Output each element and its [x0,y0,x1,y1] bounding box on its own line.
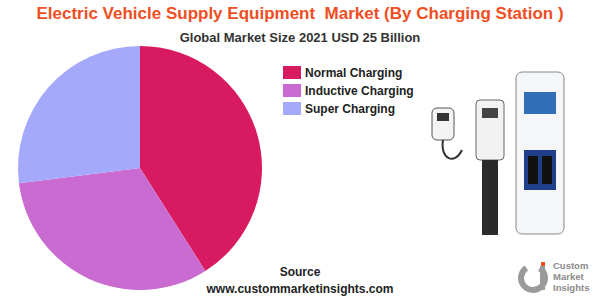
charger [516,72,564,234]
legend-swatch [283,102,301,115]
source-url: www.custommarketinsights.com [206,282,394,296]
legend-label: Normal Charging [305,66,402,80]
legend-item: Super Charging [283,102,395,116]
slice [18,46,140,183]
charger [432,108,454,140]
legend-item: Normal Charging [283,66,402,80]
charger [482,108,498,118]
chart: Electric Vehicle Supply Equipment Market… [0,0,600,300]
charger [524,92,556,114]
source-label: Source [280,265,321,279]
slice [19,168,205,290]
legend-item: Inductive Charging [283,84,414,98]
logo-text: Custom [553,260,588,271]
charger [524,150,556,190]
cable [443,140,462,159]
logo-mark [518,265,548,293]
logo-mark [540,266,545,290]
charger [437,113,449,121]
charger [482,160,498,235]
logo: CustomMarketInsights [518,260,589,293]
legend-swatch [283,66,301,79]
charger-illustration [432,72,564,235]
charger [542,156,552,184]
subtitle: Global Market Size 2021 USD 25 Billion [180,30,421,45]
legend-label: Super Charging [305,102,395,116]
legend-swatch [283,84,301,97]
title: Electric Vehicle Supply Equipment Market… [36,4,563,23]
logo-text: Insights [553,282,589,293]
legend-label: Inductive Charging [305,84,414,98]
charger [528,156,538,184]
charger [476,100,504,160]
legend: Normal Charging Inductive Charging Super C… [283,66,414,116]
logo-text: Market [553,271,584,282]
logo-mark [541,262,545,266]
pie [18,46,262,290]
